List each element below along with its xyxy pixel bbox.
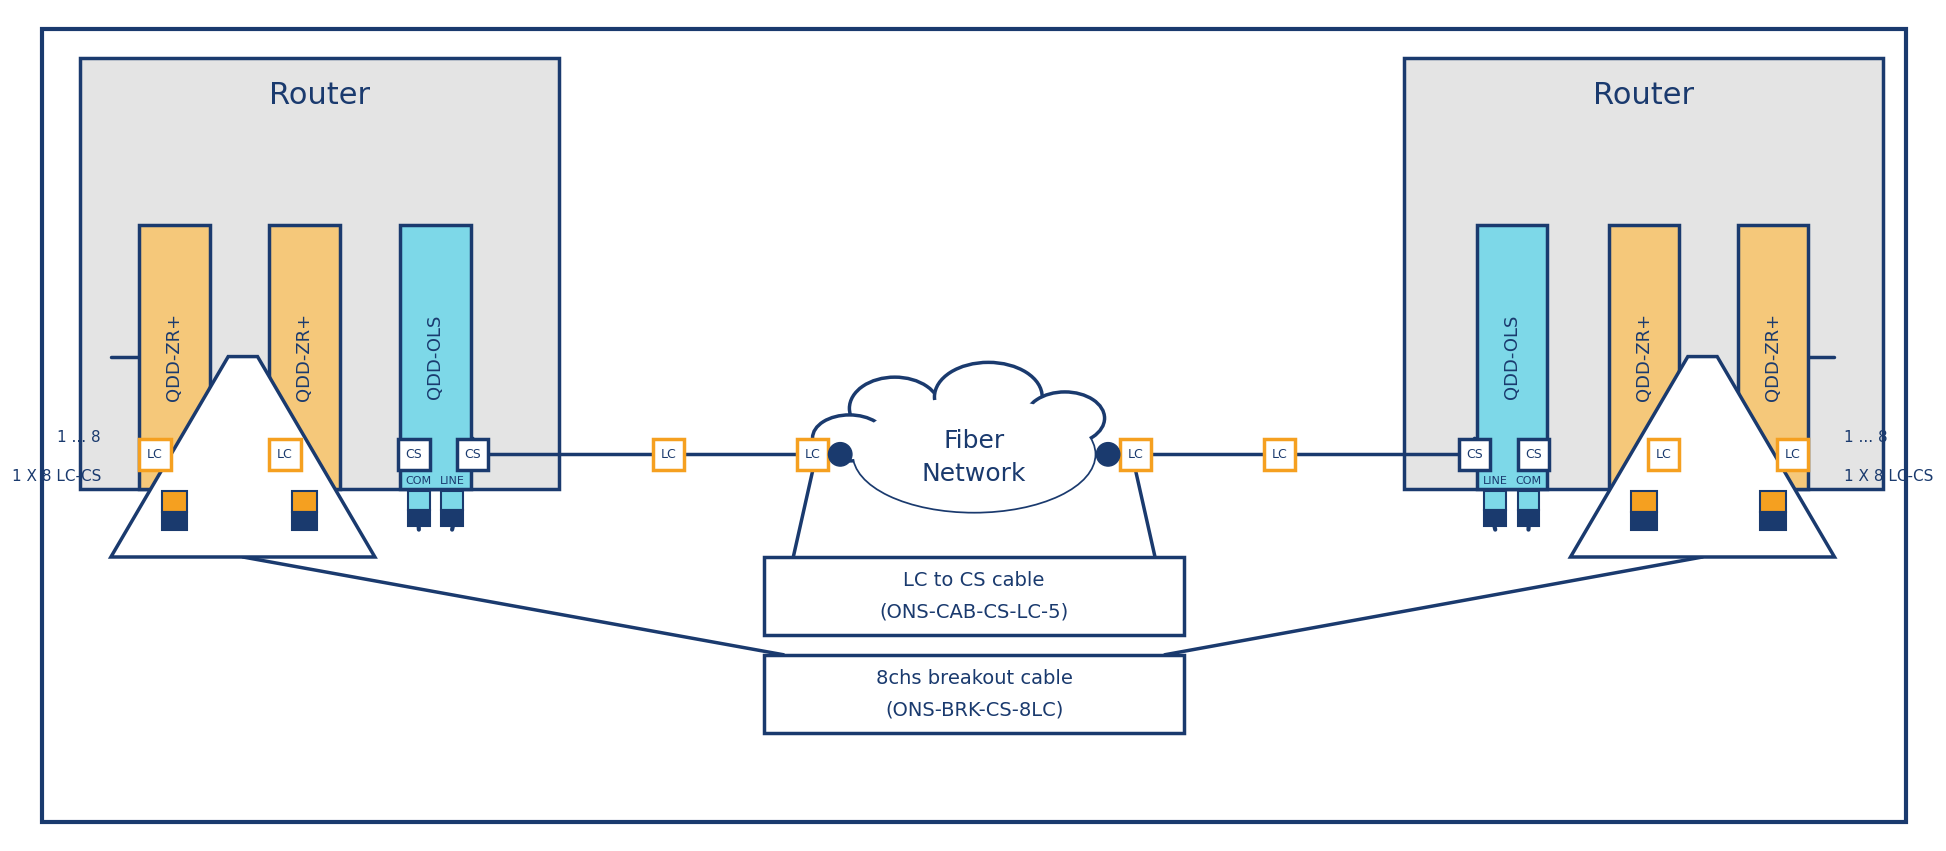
Text: LC to CS cable: LC to CS cable [903,571,1045,590]
Text: LC: LC [1127,448,1144,461]
Circle shape [1096,443,1119,466]
Text: CS: CS [405,448,422,461]
Text: Fiber: Fiber [944,429,1004,454]
Bar [269,439,300,470]
Bar [652,439,683,470]
Bar [1761,512,1786,529]
Bar [1405,59,1884,488]
Bar [140,225,210,488]
Bar [457,439,488,470]
Text: 1 ... 8: 1 ... 8 [1845,430,1888,445]
Bar [1263,439,1294,470]
Bar [1485,490,1506,510]
Ellipse shape [934,363,1043,431]
Bar [1761,490,1786,512]
Text: 1 X 8 LC-CS: 1 X 8 LC-CS [1845,469,1934,484]
Text: CS: CS [1526,448,1541,461]
Text: LC: LC [1271,448,1286,461]
Text: LC: LC [660,448,675,461]
Bar [1518,439,1549,470]
Bar [1631,512,1656,529]
Bar [1518,490,1539,510]
Bar [1631,490,1656,512]
Text: (ONS-BRK-CS-8LC): (ONS-BRK-CS-8LC) [885,700,1063,719]
Polygon shape [111,357,376,557]
Text: QDD-ZR+: QDD-ZR+ [1763,312,1783,401]
Ellipse shape [854,397,1096,511]
Bar [1777,439,1808,470]
Polygon shape [1570,357,1835,557]
Bar [162,490,187,512]
Text: QDD-OLS: QDD-OLS [1502,314,1522,399]
Bar [1648,439,1679,470]
Text: CS: CS [1467,448,1483,461]
Bar [399,439,430,470]
Text: 1 X 8 LC-CS: 1 X 8 LC-CS [12,469,101,484]
Text: LC: LC [1656,448,1672,461]
Bar [409,510,430,526]
Bar [1485,510,1506,526]
Bar [798,439,829,470]
Bar [292,512,317,529]
Bar [1738,225,1808,488]
Bar [409,490,430,510]
Circle shape [829,443,852,466]
Bar [765,654,1185,733]
Text: (ONS-CAB-CS-LC-5): (ONS-CAB-CS-LC-5) [880,603,1068,621]
Ellipse shape [813,415,885,461]
Bar [442,510,463,526]
Bar [442,490,463,510]
Bar [162,512,187,529]
Bar [1460,439,1491,470]
Ellipse shape [848,377,940,440]
Text: CS: CS [465,448,481,461]
Text: LC: LC [1784,448,1800,461]
Text: LINE: LINE [1483,476,1508,486]
Bar [1119,439,1152,470]
Text: COM: COM [407,476,432,486]
Ellipse shape [1026,392,1105,444]
Bar [140,439,171,470]
Bar [1477,225,1547,488]
Text: QDD-ZR+: QDD-ZR+ [296,312,313,401]
Bar [1609,225,1679,488]
Text: LINE: LINE [440,476,465,486]
Text: Network: Network [922,462,1026,486]
Text: COM: COM [1516,476,1541,486]
Bar [292,490,317,512]
Text: 8chs breakout cable: 8chs breakout cable [876,669,1072,688]
Text: 1 ... 8: 1 ... 8 [58,430,101,445]
Bar [401,225,471,488]
Ellipse shape [854,397,1096,511]
Bar [1518,510,1539,526]
Text: QDD-ZR+: QDD-ZR+ [165,312,183,401]
Text: QDD-ZR+: QDD-ZR+ [1635,312,1652,401]
Bar [80,59,559,488]
Text: Router: Router [1594,81,1695,110]
Text: LC: LC [806,448,821,461]
Text: QDD-OLS: QDD-OLS [426,314,444,399]
Bar [765,557,1185,635]
Text: LC: LC [276,448,292,461]
Text: Router: Router [269,81,370,110]
Bar [269,225,341,488]
Text: LC: LC [148,448,163,461]
